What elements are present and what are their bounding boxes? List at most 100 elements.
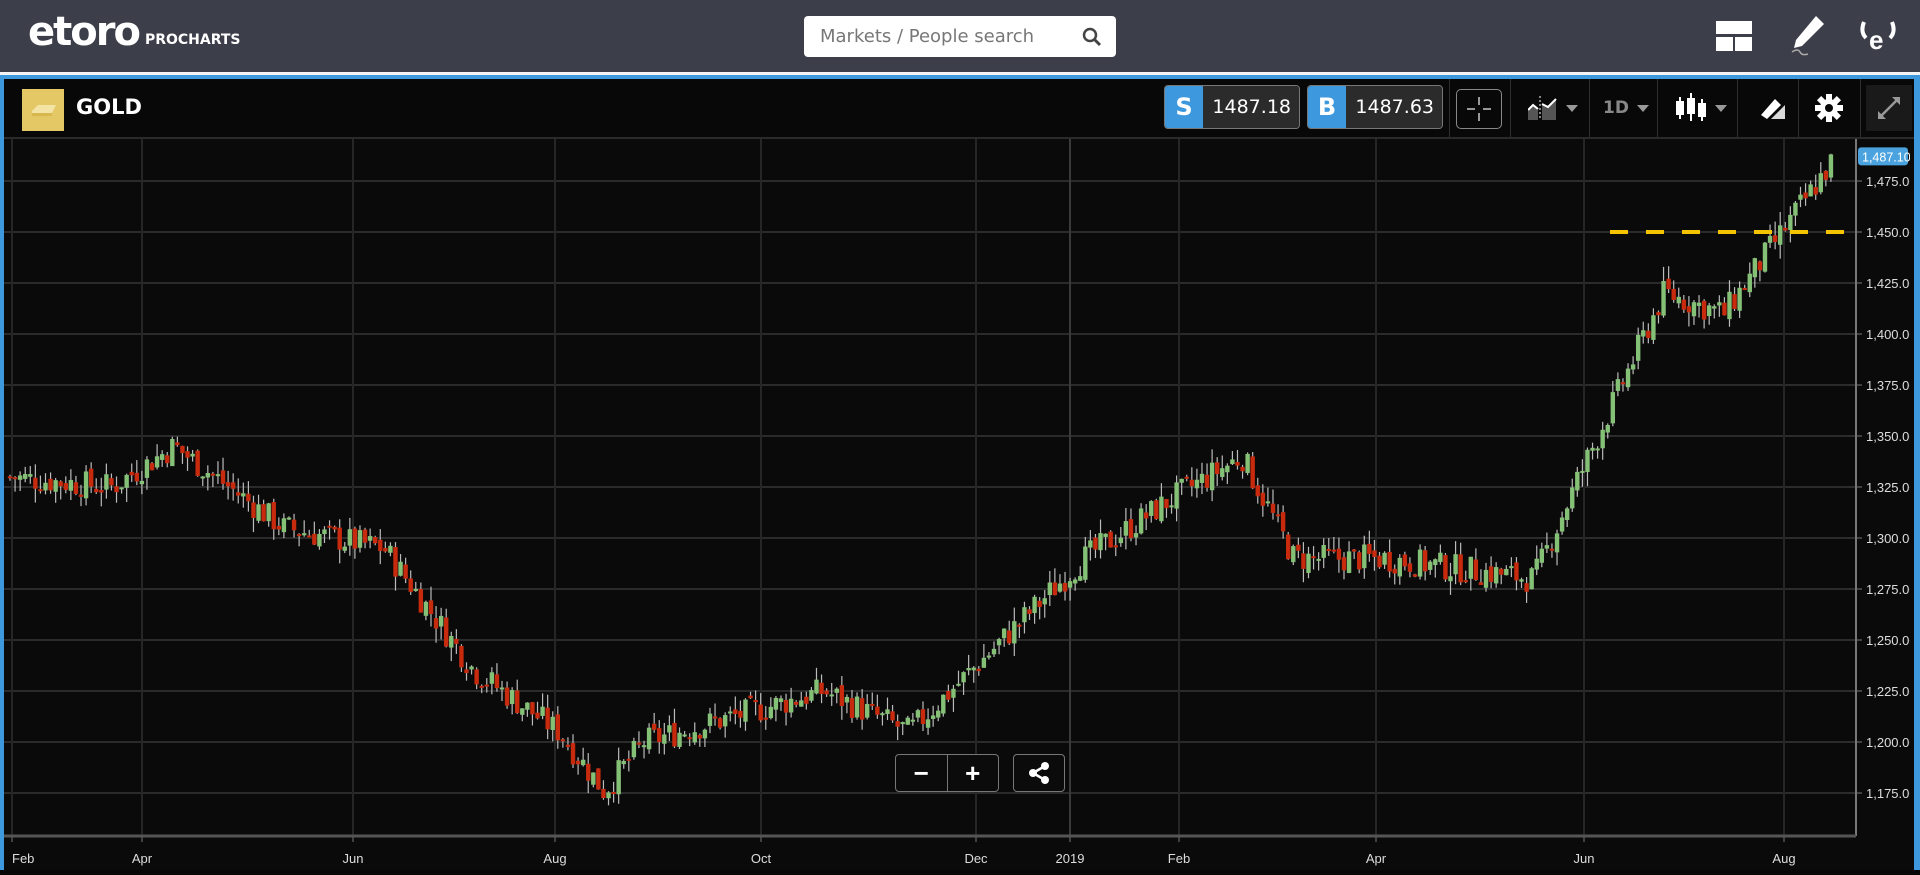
- candle-body: [1717, 302, 1722, 306]
- candle-body: [1493, 567, 1499, 584]
- etoro-logo[interactable]: etoro PROCHARTS: [28, 12, 241, 52]
- y-axis-label: 1,325.00: [1866, 480, 1910, 495]
- candle-body: [793, 701, 799, 705]
- candle-body: [307, 535, 312, 538]
- candle-body: [763, 717, 768, 720]
- sell-label: S: [1165, 86, 1203, 128]
- candle-body: [1808, 184, 1813, 197]
- zoom-in-button[interactable]: +: [965, 757, 981, 788]
- candle-body: [920, 709, 926, 725]
- candle-body: [1559, 517, 1565, 532]
- y-axis-label: 1,225.00: [1866, 684, 1910, 699]
- candle-body: [1118, 537, 1124, 544]
- x-axis-label: Aug: [543, 851, 566, 866]
- top-navigation-bar: etoro PROCHARTS e: [0, 0, 1920, 72]
- candle-body: [474, 669, 479, 685]
- edit-pen-icon[interactable]: [1784, 14, 1828, 58]
- toolbar-divider: [1737, 79, 1738, 137]
- chevron-down-icon: [1636, 104, 1649, 112]
- candle-body: [433, 618, 439, 629]
- candle-body: [1265, 501, 1271, 504]
- buy-button[interactable]: B 1487.63: [1307, 85, 1443, 129]
- candle-body: [1788, 214, 1793, 230]
- candle-body: [560, 739, 566, 742]
- buy-price: 1487.63: [1346, 86, 1442, 128]
- layout-icon[interactable]: [1712, 14, 1756, 58]
- candle-body: [1123, 521, 1129, 536]
- candle-body: [672, 722, 677, 747]
- x-axis-label: Oct: [751, 851, 772, 866]
- candle-body: [454, 638, 459, 644]
- candle-body: [94, 488, 99, 493]
- zoom-out-button[interactable]: −: [896, 755, 948, 791]
- sell-button[interactable]: S 1487.18: [1164, 85, 1300, 129]
- candle-body: [342, 546, 347, 551]
- chart-type-dropdown[interactable]: [1668, 85, 1734, 131]
- candle-body: [1783, 227, 1788, 231]
- y-axis-label: 1,250.00: [1866, 633, 1910, 648]
- candle-body: [1220, 468, 1225, 478]
- candle-body: [1067, 581, 1073, 588]
- candle-body: [1712, 306, 1717, 309]
- etoro-user-icon[interactable]: e: [1856, 14, 1900, 58]
- candle-body: [408, 578, 413, 592]
- candle-body: [1214, 462, 1220, 475]
- candle-body: [1103, 533, 1108, 537]
- search-input[interactable]: [818, 25, 1082, 48]
- candle-body: [1468, 556, 1473, 579]
- candle-body: [1362, 544, 1367, 569]
- candle-body: [504, 687, 510, 706]
- candle-body: [1245, 453, 1250, 473]
- candle-body: [1727, 291, 1732, 320]
- candle-body: [1052, 582, 1058, 596]
- search-icon[interactable]: [1082, 27, 1102, 47]
- candle-body: [1037, 600, 1042, 607]
- candle-body: [43, 482, 48, 491]
- candle-body: [657, 728, 662, 743]
- candle-body: [1473, 559, 1479, 580]
- drawing-tools-button[interactable]: [1746, 85, 1796, 131]
- candle-body: [530, 702, 535, 715]
- candle-body: [464, 669, 469, 674]
- candle-body: [1174, 482, 1179, 509]
- candlestick-chart[interactable]: 1,175.00 1,200.00 1,225.00 1,250.00 1,275.00…: [4, 139, 1917, 870]
- candle-body: [1499, 568, 1504, 575]
- candle-body: [1301, 553, 1306, 569]
- candle-body: [1433, 559, 1438, 566]
- price-chart[interactable]: 1,175.00 1,200.00 1,225.00 1,250.00 1,275.00…: [4, 139, 1917, 870]
- candle-body: [114, 486, 119, 493]
- fullscreen-button[interactable]: [1866, 85, 1912, 131]
- candle-body: [1767, 235, 1773, 243]
- candle-body: [38, 489, 43, 492]
- y-axis-label: 1,375.00: [1866, 378, 1910, 393]
- sell-price: 1487.18: [1203, 86, 1299, 128]
- candle-body: [484, 684, 489, 687]
- chart-frame: [0, 75, 1920, 870]
- candle-body: [1149, 501, 1154, 516]
- candle-body: [1397, 557, 1402, 577]
- crosshair-button[interactable]: [1456, 89, 1502, 129]
- share-button[interactable]: [1013, 754, 1065, 792]
- x-axis-label: Dec: [964, 851, 988, 866]
- candle-body: [854, 696, 860, 718]
- candle-body: [1072, 579, 1078, 584]
- candlestick-icon: [1676, 93, 1706, 121]
- candle-body: [783, 699, 789, 713]
- candle-body: [1154, 500, 1159, 520]
- candle-body: [195, 450, 200, 476]
- candle-body: [1306, 553, 1311, 573]
- x-axis-label: Feb: [1168, 851, 1190, 866]
- compare-button[interactable]: [1522, 85, 1584, 131]
- settings-button[interactable]: [1804, 85, 1854, 131]
- candle-body: [1504, 568, 1509, 576]
- y-axis-label: 1,475.00: [1866, 174, 1910, 189]
- candle-body: [1128, 519, 1134, 539]
- candle-body: [317, 533, 322, 547]
- candle-body: [844, 696, 850, 703]
- candle-body: [565, 744, 571, 747]
- timeframe-dropdown[interactable]: 1D: [1596, 85, 1656, 131]
- candle-body: [1590, 447, 1595, 451]
- search-box[interactable]: [804, 16, 1116, 57]
- candle-body: [580, 759, 586, 766]
- candle-body: [129, 471, 134, 476]
